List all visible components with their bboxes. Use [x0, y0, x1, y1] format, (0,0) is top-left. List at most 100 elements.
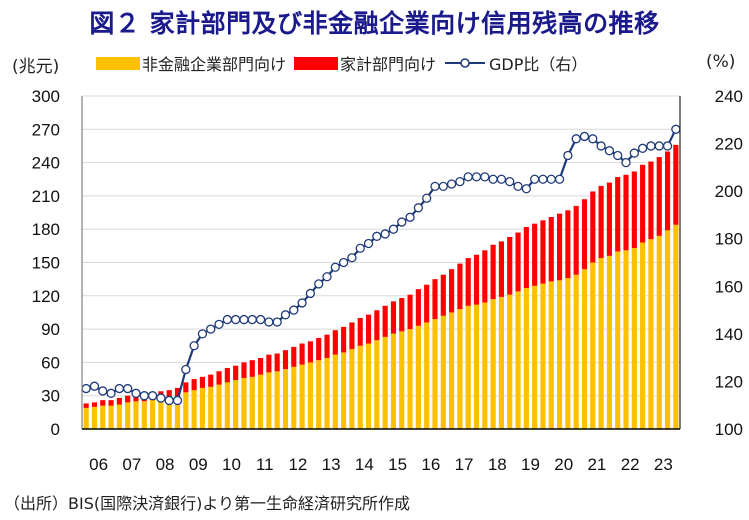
- gdp-ratio-point: [255, 314, 266, 325]
- bar-corporate: [150, 400, 156, 429]
- bar-corporate: [108, 405, 114, 429]
- bar-household: [316, 337, 322, 361]
- bar-corporate: [158, 399, 164, 429]
- bar-corporate: [100, 405, 106, 429]
- bar-household: [199, 376, 206, 388]
- bar-series: [83, 144, 679, 429]
- bar-household: [424, 284, 430, 323]
- left-tick-label: 300: [32, 87, 60, 106]
- bar-corporate: [656, 235, 662, 429]
- bar-household: [581, 199, 588, 270]
- x-tick-label: 11: [256, 455, 274, 474]
- bar-household: [191, 379, 197, 391]
- gdp-ratio-point: [247, 314, 257, 325]
- gdp-ratio-point: [147, 391, 158, 401]
- bar-household: [100, 400, 106, 406]
- bar-household: [208, 374, 214, 387]
- bar-household: [241, 362, 247, 378]
- bar-household: [91, 402, 98, 407]
- x-tick-label: 10: [222, 455, 241, 474]
- bar-household: [548, 216, 554, 282]
- bar-household: [224, 367, 230, 383]
- gdp-ratio-point: [654, 141, 664, 151]
- bar-household: [233, 365, 239, 381]
- bar-corporate: [241, 377, 247, 429]
- gdp-ratio-point: [181, 364, 191, 375]
- bar-corporate: [382, 336, 388, 429]
- bar-household: [116, 397, 122, 405]
- bar-corporate: [357, 345, 363, 429]
- bar-household: [640, 164, 646, 243]
- right-tick-label: 180: [715, 230, 743, 249]
- axes: [81, 96, 681, 430]
- gdp-ratio-point: [131, 388, 141, 398]
- bar-corporate: [324, 357, 330, 429]
- gdp-ratio-point: [621, 157, 631, 168]
- bar-household: [390, 301, 397, 334]
- bar-corporate: [274, 371, 280, 429]
- bar-household: [565, 210, 571, 279]
- bar-household: [490, 244, 496, 300]
- bar-corporate: [415, 325, 421, 429]
- gdp-ratio-point: [123, 383, 133, 394]
- x-tick-label: 20: [554, 455, 573, 474]
- bar-household: [166, 390, 172, 398]
- bar-corporate: [266, 372, 272, 429]
- bar-household: [83, 403, 89, 408]
- legend: 非金融企業部門向け 家計部門向け GDP比（右）: [96, 51, 595, 75]
- bar-household: [357, 318, 363, 346]
- left-tick-label: 150: [32, 254, 60, 273]
- bar-household: [623, 174, 629, 251]
- bar-corporate: [316, 360, 322, 429]
- bar-household: [399, 298, 405, 332]
- bar-corporate: [249, 376, 255, 429]
- bar-household: [382, 305, 388, 337]
- right-tick-label: 220: [715, 135, 743, 154]
- bar-corporate: [299, 364, 305, 429]
- bar-corporate: [399, 331, 405, 429]
- gdp-ratio-point: [81, 383, 91, 394]
- bar-corporate: [532, 285, 538, 429]
- bar-corporate: [208, 386, 214, 429]
- bar-household: [108, 400, 114, 406]
- bar-corporate: [623, 250, 629, 429]
- gdp-ratio-point: [189, 341, 199, 351]
- bar-corporate: [407, 329, 413, 429]
- gdp-ratio-point: [446, 179, 457, 189]
- gdp-ratio-point: [438, 181, 448, 192]
- x-tick-label: 13: [322, 455, 341, 474]
- gdp-ratio-point: [413, 203, 424, 213]
- bar-corporate: [191, 390, 197, 429]
- bar-household: [299, 343, 305, 365]
- bar-corporate: [332, 354, 338, 429]
- gdp-ratio-point: [388, 224, 399, 234]
- bar-corporate: [125, 402, 131, 429]
- gdp-ratio-point: [538, 174, 548, 184]
- gdp-ratio-point: [596, 141, 606, 151]
- gdp-ratio-point: [355, 243, 365, 253]
- bar-household: [598, 185, 604, 259]
- bar-household: [432, 279, 438, 320]
- gdp-ratio-point: [222, 314, 232, 325]
- left-axis-unit: (兆元): [12, 57, 60, 77]
- left-tick-label: 60: [41, 353, 60, 372]
- bar-corporate: [507, 294, 513, 429]
- x-tick-label: 16: [421, 455, 440, 474]
- left-tick-label: 180: [32, 220, 60, 239]
- bar-household: [349, 322, 355, 350]
- bar-household: [183, 382, 189, 393]
- bar-household: [457, 263, 463, 310]
- bar-corporate: [482, 302, 488, 429]
- bar-household: [673, 144, 679, 225]
- gdp-ratio-point: [156, 393, 166, 403]
- bar-household: [324, 334, 330, 358]
- legend-item-gdp-ratio: GDP比（右）: [444, 51, 587, 75]
- bar-corporate: [374, 340, 380, 429]
- left-tick-label: 30: [41, 387, 60, 406]
- left-tick-label: 120: [32, 287, 60, 306]
- right-tick-label: 160: [715, 277, 743, 296]
- legend-label-gdp-ratio: GDP比（右）: [489, 55, 588, 74]
- gdp-ratio-point: [363, 238, 374, 249]
- bar-corporate: [257, 374, 264, 429]
- gdp-ratio-point: [613, 150, 623, 161]
